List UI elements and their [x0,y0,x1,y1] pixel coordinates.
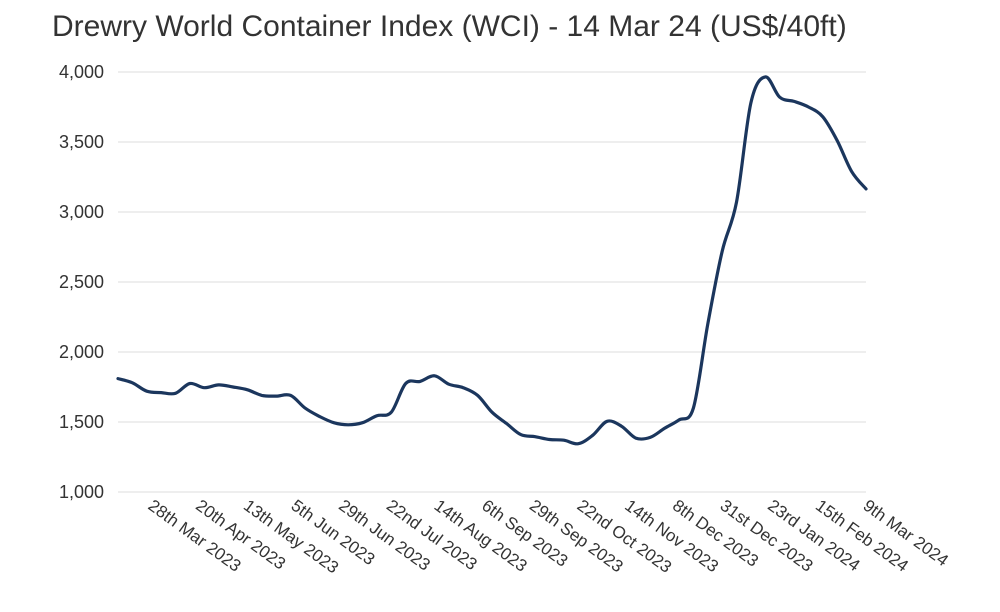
y-tick-label: 1,000 [59,482,104,502]
y-tick-label: 2,500 [59,272,104,292]
y-axis-ticks: 1,000 1,500 2,000 2,500 3,000 3,500 4,000 [59,62,104,502]
gridlines [118,71,866,493]
y-tick-label: 3,500 [59,132,104,152]
series-layer [116,75,868,446]
y-tick-label: 2,000 [59,342,104,362]
wci-series-line [116,75,868,446]
chart-title: Drewry World Container Index (WCI) - 14 … [52,10,847,43]
y-tick-label: 4,000 [59,62,104,82]
y-tick-label: 3,000 [59,202,104,222]
y-tick-label: 1,500 [59,412,104,432]
